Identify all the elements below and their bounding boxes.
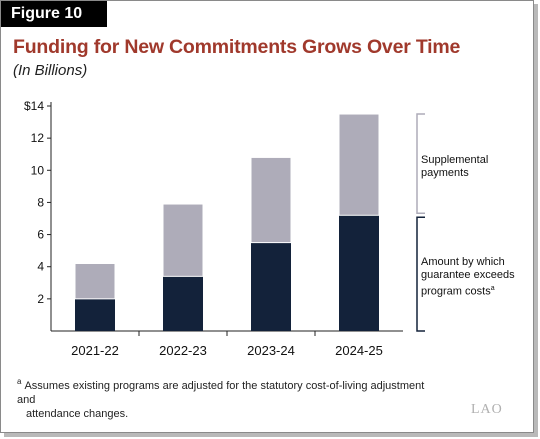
legend-bracket-supplemental (416, 113, 425, 215)
bar-segment-supplemental (338, 113, 380, 216)
legend-bracket-exceeds (416, 216, 425, 332)
chart-subtitle: (In Billions) (13, 62, 88, 79)
y-tick-label: 2 (37, 292, 44, 306)
footnote: a Assumes existing programs are adjusted … (17, 377, 437, 421)
stacked-bar-chart: 2 4 6 8 10 12 $14 2021-22 2022-23 2023-24 2024-25 (24, 99, 425, 358)
x-tick-label: 2024-25 (335, 343, 383, 358)
x-tick-label: 2022-23 (159, 343, 207, 358)
y-tick-label: 6 (37, 228, 44, 242)
bar-segment-supplemental (250, 156, 292, 244)
x-tick-label: 2023-24 (247, 343, 295, 358)
legend-exceeds-line2: guarantee exceeds (421, 269, 515, 281)
footnote-line2: attendance changes. (26, 408, 129, 420)
y-tick-label: $14 (24, 99, 44, 113)
legend-exceeds-line1: Amount by which (421, 256, 505, 268)
bar-segment-exceeds (163, 276, 203, 331)
bar-segment-exceeds (339, 215, 379, 331)
chart-title: Funding for New Commitments Grows Over T… (13, 36, 461, 58)
y-tick-label: 12 (31, 131, 45, 145)
footnote-line1: Assumes existing programs are adjusted f… (17, 380, 425, 406)
legend-supplemental-label: Supplemental payments (421, 154, 488, 180)
legend-supplemental-line1: Supplemental (421, 154, 489, 166)
legend-exceeds-footnote-mark: a (490, 285, 495, 292)
legend-exceeds-label: Amount by which guarantee exceeds progra… (421, 256, 515, 299)
figure-label: Figure 10 (1, 1, 107, 27)
figure-frame: Figure 10 Funding for New Commitments Gr… (0, 0, 534, 433)
bar-segment-supplemental (162, 203, 204, 277)
legend-exceeds-line3: program costs (421, 285, 491, 298)
lao-logo: LAO (471, 402, 503, 417)
x-tick-label: 2021-22 (71, 343, 119, 358)
y-tick-label: 8 (37, 195, 44, 209)
bar-segment-exceeds (75, 298, 115, 331)
y-tick-label: 4 (37, 260, 44, 274)
legend-supplemental-line2: payments (421, 167, 469, 179)
y-tick-label: 10 (31, 163, 45, 177)
bar-segment-exceeds (251, 242, 291, 331)
footnote-mark: a (17, 377, 22, 387)
bar-segment-supplemental (74, 263, 116, 300)
